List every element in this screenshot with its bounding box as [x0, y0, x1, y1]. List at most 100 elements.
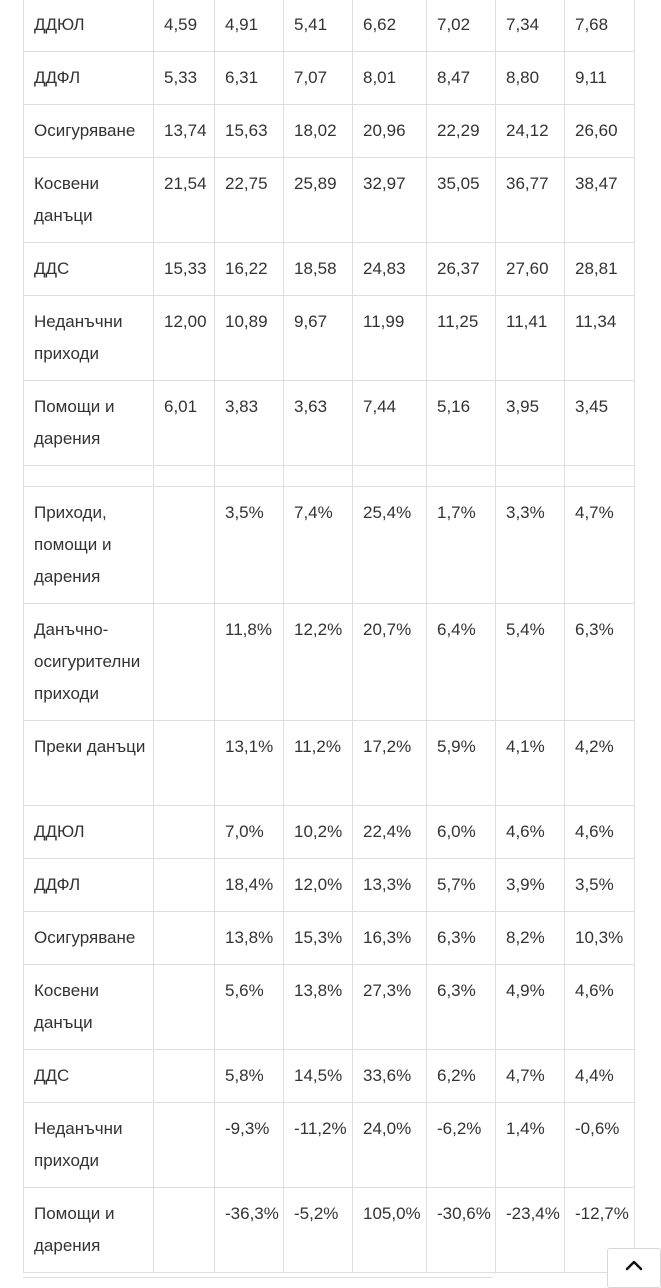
table-bottom-divider [23, 1277, 493, 1278]
table-cell: 10,89 [214, 295, 284, 381]
table-cell: 22,75 [214, 157, 284, 243]
empty-cell [564, 465, 635, 487]
table-cell: 12,0% [283, 858, 353, 912]
row-label: Косвени данъци [23, 964, 154, 1050]
scroll-to-top-button[interactable] [607, 1248, 661, 1288]
table-cell: 33,6% [352, 1049, 427, 1103]
table-cell: -6,2% [426, 1102, 496, 1188]
table-cell: 10,2% [283, 805, 353, 859]
row-label: Данъчно-осигурителни приходи [23, 603, 154, 721]
table-cell: -0,6% [564, 1102, 635, 1188]
table-row: Неданъчни приходи 12,00 10,89 9,67 11,99… [23, 295, 635, 381]
row-label: ДДФЛ [23, 858, 154, 912]
table-cell: 3,63 [283, 380, 353, 466]
table-cell [153, 911, 215, 965]
table-cell: 5,33 [153, 51, 215, 105]
table-cell [153, 1102, 215, 1188]
table-cell: 18,58 [283, 242, 353, 296]
table-cell: 3,3% [495, 486, 565, 604]
table-row: Косвени данъци 21,54 22,75 25,89 32,97 3… [23, 157, 635, 243]
table-cell: 12,2% [283, 603, 353, 721]
table-cell: 7,34 [495, 0, 565, 52]
table-cell [153, 486, 215, 604]
table-cell: 22,4% [352, 805, 427, 859]
table-cell: 3,9% [495, 858, 565, 912]
table-cell: 5,4% [495, 603, 565, 721]
table-cell: 4,59 [153, 0, 215, 52]
table-cell: 7,07 [283, 51, 353, 105]
table-cell: 26,37 [426, 242, 496, 296]
table-cell: 8,01 [352, 51, 427, 105]
table-cell: 11,41 [495, 295, 565, 381]
table-cell: 27,3% [352, 964, 427, 1050]
table-cell: 26,60 [564, 104, 635, 158]
row-label: Осигуряване [23, 911, 154, 965]
table-row: ДДФЛ 18,4% 12,0% 13,3% 5,7% 3,9% 3,5% [23, 858, 635, 912]
table-cell: 4,6% [495, 805, 565, 859]
revenue-table: ДДЮЛ 4,59 4,91 5,41 6,62 7,02 7,34 7,68 … [23, 0, 635, 1273]
table-cell: -36,3% [214, 1187, 284, 1273]
table-cell: 8,80 [495, 51, 565, 105]
table-cell: 7,44 [352, 380, 427, 466]
table-cell: 11,34 [564, 295, 635, 381]
table-cell [153, 964, 215, 1050]
table-cell: 24,0% [352, 1102, 427, 1188]
table-cell: 6,0% [426, 805, 496, 859]
row-label: Приходи, помощи и дарения [23, 486, 154, 604]
table-cell: 5,6% [214, 964, 284, 1050]
table-cell: 1,7% [426, 486, 496, 604]
row-label: Косвени данъци [23, 157, 154, 243]
table-row: Помощи и дарения 6,01 3,83 3,63 7,44 5,1… [23, 380, 635, 466]
table-cell: 6,01 [153, 380, 215, 466]
table-cell: 4,7% [564, 486, 635, 604]
table-cell: 8,47 [426, 51, 496, 105]
table-cell: 11,2% [283, 720, 353, 806]
table-cell: 25,89 [283, 157, 353, 243]
empty-cell [352, 465, 427, 487]
table-row: Преки данъци 13,1% 11,2% 17,2% 5,9% 4,1%… [23, 720, 635, 806]
table-row: ДДФЛ 5,33 6,31 7,07 8,01 8,47 8,80 9,11 [23, 51, 635, 105]
row-label: Неданъчни приходи [23, 295, 154, 381]
table-cell: 4,91 [214, 0, 284, 52]
table-row: Осигуряване 13,74 15,63 18,02 20,96 22,2… [23, 104, 635, 158]
table-cell: 7,4% [283, 486, 353, 604]
empty-cell [153, 465, 215, 487]
table-cell: 4,9% [495, 964, 565, 1050]
table-cell: 18,02 [283, 104, 353, 158]
table-cell: 4,7% [495, 1049, 565, 1103]
table-cell: 3,5% [214, 486, 284, 604]
table-cell: 6,3% [426, 911, 496, 965]
table-cell: 7,0% [214, 805, 284, 859]
table-cell: 5,7% [426, 858, 496, 912]
row-label: Преки данъци [23, 720, 154, 806]
table-cell: 6,3% [564, 603, 635, 721]
table-cell: 6,3% [426, 964, 496, 1050]
table-cell: 11,99 [352, 295, 427, 381]
empty-cell [495, 465, 565, 487]
table-cell: 5,8% [214, 1049, 284, 1103]
table-cell: 38,47 [564, 157, 635, 243]
table-cell: 7,02 [426, 0, 496, 52]
table-cell [153, 858, 215, 912]
table-cell: 3,95 [495, 380, 565, 466]
table-cell: 32,97 [352, 157, 427, 243]
row-label: Помощи и дарения [23, 380, 154, 466]
table-row: ДДЮЛ 7,0% 10,2% 22,4% 6,0% 4,6% 4,6% [23, 805, 635, 859]
table-cell: 28,81 [564, 242, 635, 296]
table-row: Данъчно-осигурителни приходи 11,8% 12,2%… [23, 603, 635, 721]
table-cell [153, 603, 215, 721]
table-cell: 16,3% [352, 911, 427, 965]
table-cell: 3,83 [214, 380, 284, 466]
table-cell: 36,77 [495, 157, 565, 243]
table-cell: 1,4% [495, 1102, 565, 1188]
table-cell: 20,7% [352, 603, 427, 721]
table-row: ДДС 5,8% 14,5% 33,6% 6,2% 4,7% 4,4% [23, 1049, 635, 1103]
table-cell: 20,96 [352, 104, 427, 158]
table-cell: 10,3% [564, 911, 635, 965]
table-cell: 14,5% [283, 1049, 353, 1103]
table-cell [153, 805, 215, 859]
table-cell: -30,6% [426, 1187, 496, 1273]
table-cell: 4,4% [564, 1049, 635, 1103]
table-cell: 5,9% [426, 720, 496, 806]
table-cell: -23,4% [495, 1187, 565, 1273]
